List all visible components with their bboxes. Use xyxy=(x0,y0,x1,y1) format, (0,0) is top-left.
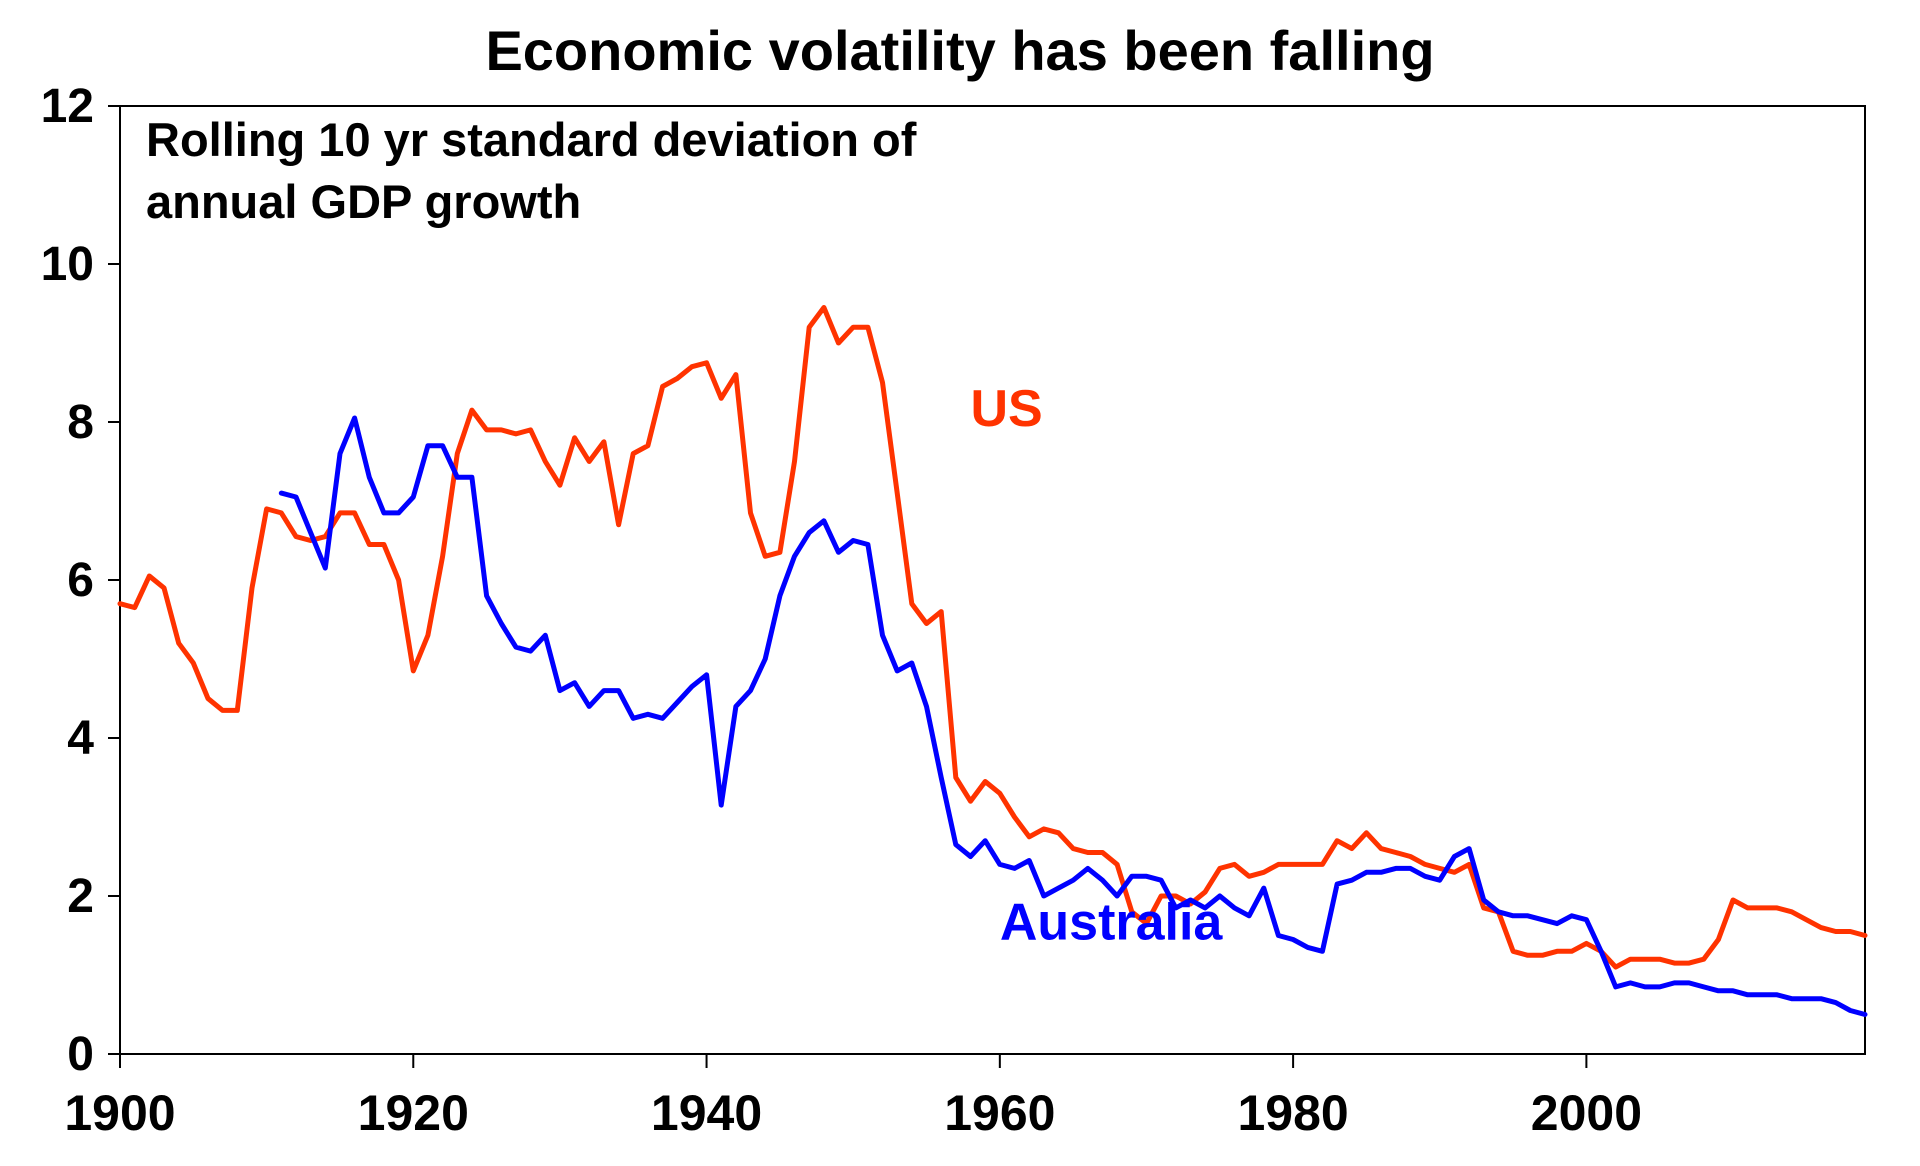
x-tick-label: 2000 xyxy=(1531,1085,1642,1141)
y-tick-label: 10 xyxy=(41,238,94,291)
series-label-australia: Australia xyxy=(1000,893,1224,951)
y-tick-label: 2 xyxy=(67,870,94,923)
x-tick-label: 1900 xyxy=(64,1085,175,1141)
series-line-australia xyxy=(278,415,1868,1017)
x-tick-label: 1920 xyxy=(358,1085,469,1141)
axes: 0 2 4 6 8 10 12 1900 1920 1940 1960 1980 2000 xyxy=(41,80,1642,1141)
y-tick-label: 8 xyxy=(67,396,94,449)
x-tick-label: 1940 xyxy=(651,1085,762,1141)
x-tick-label: 1960 xyxy=(944,1085,1055,1141)
series-lines xyxy=(117,305,1868,1017)
series-label-us: US xyxy=(971,380,1043,438)
y-tick-label: 12 xyxy=(41,80,94,133)
chart-subtitle-line-1: Rolling 10 yr standard deviation of xyxy=(146,113,917,166)
series-labels: US Australia xyxy=(971,380,1224,952)
chart-title: Economic volatility has been falling xyxy=(485,19,1435,82)
x-tick-label: 1980 xyxy=(1237,1085,1348,1141)
series-line-us xyxy=(117,305,1868,970)
y-tick-label: 4 xyxy=(67,712,94,765)
y-tick-label: 0 xyxy=(67,1028,94,1081)
chart-subtitle-line-2: annual GDP growth xyxy=(146,175,581,228)
y-tick-label: 6 xyxy=(67,554,94,607)
plot-area-frame xyxy=(119,105,1866,1055)
